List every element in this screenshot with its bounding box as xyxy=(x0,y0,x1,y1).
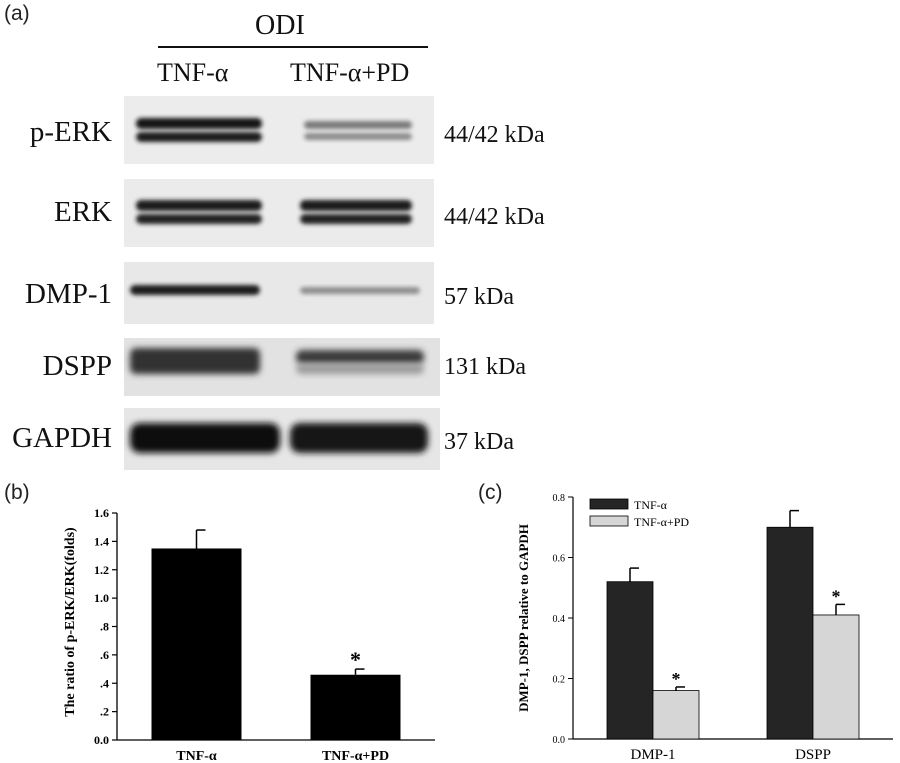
lane-label-tnf-pd: TNF-α+PD xyxy=(290,58,410,87)
chart-b-x-label: TNF-α+PD xyxy=(322,749,389,763)
panel-c-label: (c) xyxy=(478,481,503,504)
row-label-erk: ERK xyxy=(54,196,112,228)
panel-a-label: (a) xyxy=(4,2,30,25)
chart-c-bar xyxy=(652,690,700,740)
chart-b-ytick-label: 1.2 xyxy=(94,563,109,577)
chart-b-significance-mark: * xyxy=(350,647,361,672)
chart-b-ytick-label: .8 xyxy=(100,620,109,634)
chart-b-ytick-label: .4 xyxy=(100,676,109,690)
chart-b-bar xyxy=(310,674,401,740)
chart-c-ylabel: DMP-1, DSPP relative to GAPDH xyxy=(516,524,531,712)
chart-c-x-label: DSPP xyxy=(795,747,831,763)
chart-c-bar xyxy=(606,581,654,740)
row-label-p-erk: p-ERK xyxy=(29,116,112,148)
row-label-dmp1: DMP-1 xyxy=(24,278,112,310)
chart-c-bar xyxy=(766,526,814,740)
chart-b-ytick-label: .2 xyxy=(100,705,109,719)
chart-b-ytick-label: 1.0 xyxy=(94,591,109,605)
lane-label-tnf: TNF-α xyxy=(157,58,229,87)
size-label-dspp: 131 kDa xyxy=(444,354,526,380)
chart-c-ytick-label: 0.4 xyxy=(553,614,566,625)
chart-c-ytick-label: 0.2 xyxy=(553,675,566,686)
blot-strip-dspp xyxy=(124,338,440,396)
chart-b-bar xyxy=(151,548,242,740)
chart-c-legend-label: TNF-α xyxy=(634,498,668,512)
size-label-p-erk: 44/42 kDa xyxy=(444,122,545,148)
blot-strip-dmp1 xyxy=(124,262,434,324)
blot-strip-erk xyxy=(124,179,434,247)
chart-c-legend-label: TNF-α+PD xyxy=(634,515,689,529)
chart-c-ytick-label: 0.8 xyxy=(553,493,566,504)
size-label-dmp1: 57 kDa xyxy=(444,284,514,310)
chart-b-ylabel: The ratio of p-ERK/ERK(folds) xyxy=(63,527,78,717)
blot-strip-gapdh xyxy=(124,408,440,470)
blot-strip-p-erk xyxy=(124,96,434,164)
chart-c-legend-swatch xyxy=(589,515,629,527)
chart-c-legend-swatch xyxy=(589,498,629,510)
chart-b-ytick-label: .6 xyxy=(100,648,109,662)
size-label-gapdh: 37 kDa xyxy=(444,429,514,455)
chart-c-bar xyxy=(812,614,860,740)
chart-c: DMP-1, DSPP relative to GAPDH 0.0 0.2 0.4 0… xyxy=(516,493,893,763)
chart-c-significance-mark: * xyxy=(832,586,841,606)
chart-b-ytick-label: 1.4 xyxy=(94,534,109,548)
chart-c-x-label: DMP-1 xyxy=(630,747,675,763)
chart-c-significance-mark: * xyxy=(672,669,681,689)
row-label-gapdh: GAPDH xyxy=(12,422,112,454)
chart-c-ytick-label: 0.0 xyxy=(553,735,566,746)
western-blot-image xyxy=(124,96,440,470)
size-label-erk: 44/42 kDa xyxy=(444,204,545,230)
chart-b: The ratio of p-ERK/ERK(folds) 0.0 .2 .4 .6.… xyxy=(63,506,435,763)
chart-c-ytick-label: 0.6 xyxy=(553,554,566,565)
row-label-dspp: DSPP xyxy=(42,350,112,382)
odi-group-label: ODI xyxy=(255,10,305,41)
chart-b-ytick-label: 1.6 xyxy=(94,506,109,520)
odi-group-bar xyxy=(158,46,428,48)
panel-b-label: (b) xyxy=(4,481,30,504)
chart-b-ytick-label: 0.0 xyxy=(94,733,109,747)
chart-b-x-label: TNF-α xyxy=(176,749,217,763)
